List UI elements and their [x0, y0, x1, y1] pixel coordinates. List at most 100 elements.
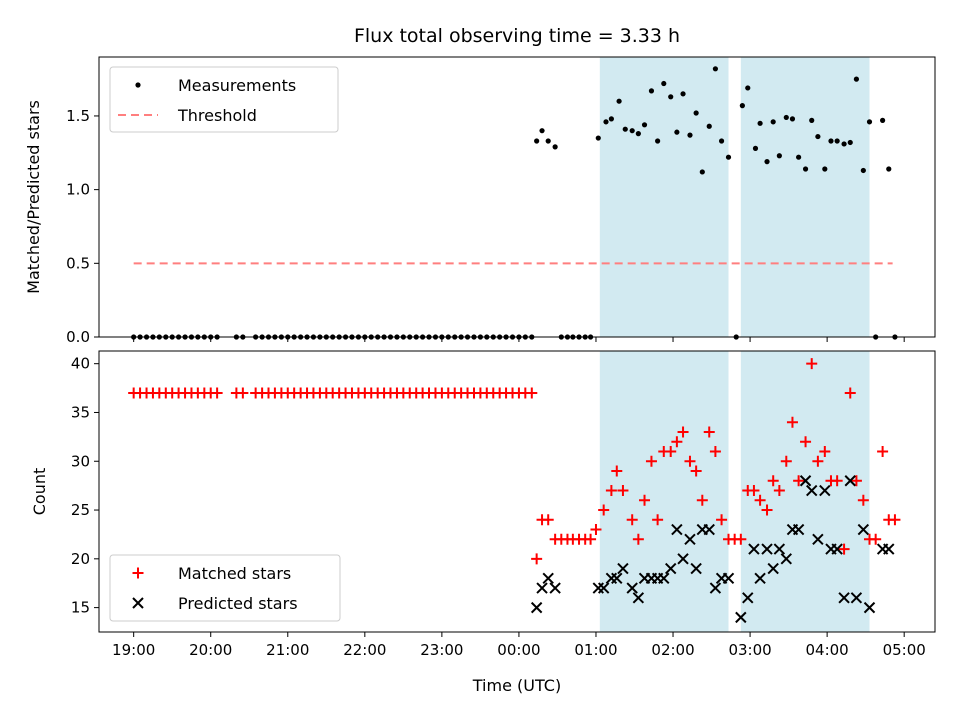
predicted-star-marker — [690, 562, 702, 575]
measurement-point — [776, 153, 782, 159]
matched-star-marker — [531, 553, 543, 565]
measurement-point — [693, 110, 699, 116]
measurement-point — [539, 128, 545, 134]
measurement-point — [603, 119, 609, 125]
measurement-point — [668, 94, 674, 100]
shaded-interval — [740, 351, 870, 632]
measurement-point — [661, 80, 667, 87]
y-tick-label: 40 — [71, 355, 90, 373]
predicted-star-marker — [767, 562, 779, 575]
measurement-point — [552, 144, 558, 150]
measurement-point — [860, 167, 866, 174]
y-tick-label: 25 — [71, 501, 90, 519]
x-tick-label: 20:00 — [189, 641, 232, 659]
measurement-point — [757, 120, 763, 126]
matched-star-marker — [748, 485, 760, 497]
x-tick-label: 05:00 — [883, 641, 926, 659]
matched-star-marker — [793, 475, 805, 487]
x-tick-label: 19:00 — [112, 641, 155, 659]
shaded-interval — [740, 57, 870, 337]
matched-star-marker — [671, 436, 683, 448]
x-tick-label: 04:00 — [806, 641, 849, 659]
plot-frame — [98, 56, 936, 338]
matched-star-marker — [709, 445, 721, 457]
predicted-star-marker — [722, 572, 735, 585]
predicted-star-marker — [773, 543, 786, 555]
measurement-point — [745, 85, 751, 91]
matched-star-marker — [703, 426, 715, 438]
matched-star-marker — [211, 387, 223, 399]
matched-star-marker — [605, 485, 617, 497]
matched-star-marker — [773, 485, 785, 497]
measurement-point — [847, 139, 853, 146]
matched-star-marker — [617, 485, 629, 497]
legend: Measurements Threshold — [109, 66, 339, 133]
matched-star-marker — [611, 465, 623, 477]
x-tick-label: 21:00 — [266, 641, 309, 659]
measurement-point — [706, 123, 712, 129]
legend-dot — [135, 82, 141, 88]
legend-cross — [132, 597, 144, 609]
measurement-point — [595, 135, 601, 141]
predicted-star-marker — [611, 572, 623, 585]
measurement-point — [815, 133, 821, 140]
matched-star-marker — [735, 533, 747, 545]
measurement-point — [841, 141, 847, 147]
legend-box — [109, 66, 339, 133]
predicted-star-marker — [780, 553, 792, 565]
legend-label: Threshold — [177, 106, 257, 125]
measurement-point — [802, 166, 809, 172]
measurement-point — [616, 98, 622, 104]
measurement-point — [886, 166, 892, 172]
matched-star-marker — [800, 436, 812, 448]
matched-star-marker — [665, 445, 677, 457]
predicted-star-marker — [735, 611, 747, 624]
predicted-star-marker — [632, 592, 645, 604]
x-tick-label: 22:00 — [343, 641, 386, 659]
predicted-star-marker — [542, 572, 554, 585]
y-axis-label: Count — [30, 468, 49, 516]
matched-star-marker — [889, 514, 901, 526]
matched-star-marker — [850, 475, 862, 487]
predicted-star-marker — [658, 572, 670, 585]
predicted-star-marker — [819, 484, 831, 497]
matched-star-marker — [838, 543, 850, 555]
measurement-point — [718, 138, 725, 144]
matched-star-marker — [812, 455, 824, 467]
y-tick-label: 30 — [71, 452, 90, 470]
matched-star-marker — [677, 426, 689, 438]
matched-star-marker — [831, 475, 843, 487]
measurement-point — [739, 103, 745, 109]
matched-star-marker — [690, 465, 702, 477]
predicted-star-marker — [883, 543, 895, 555]
matched-star-marker — [786, 416, 798, 428]
y-axis-label: Matched/Predicted stars — [24, 100, 43, 294]
predicted-star-marker — [838, 592, 850, 604]
x-axis-label: Time (UTC) — [472, 676, 561, 695]
y-tick-label: 20 — [71, 550, 90, 568]
shaded-interval — [599, 57, 729, 337]
matched-star-marker — [626, 514, 638, 526]
predicted-star-marker — [863, 601, 876, 614]
legend-label: Matched stars — [178, 564, 291, 583]
matched-star-marker — [877, 445, 889, 457]
legend: Matched stars Predicted stars — [109, 554, 341, 622]
matched-star-marker — [761, 504, 773, 516]
predicted-star-marker — [626, 582, 638, 594]
predicted-star-marker — [799, 475, 812, 487]
predicted-star-marker — [597, 582, 610, 594]
measurement-point — [828, 138, 834, 144]
measurement-point — [764, 159, 770, 165]
measurement-point — [608, 116, 614, 122]
predicted-star-marker — [748, 543, 760, 555]
measurement-point — [545, 138, 551, 144]
measurement-point — [699, 169, 705, 175]
matched-star-marker — [806, 358, 818, 370]
measurement-point — [809, 117, 815, 123]
matched-star-marker — [639, 494, 651, 506]
predicted-star-marker — [742, 592, 754, 604]
predicted-star-marker — [831, 543, 843, 555]
y-tick-label: 35 — [71, 403, 90, 421]
measurement-point — [648, 88, 655, 94]
